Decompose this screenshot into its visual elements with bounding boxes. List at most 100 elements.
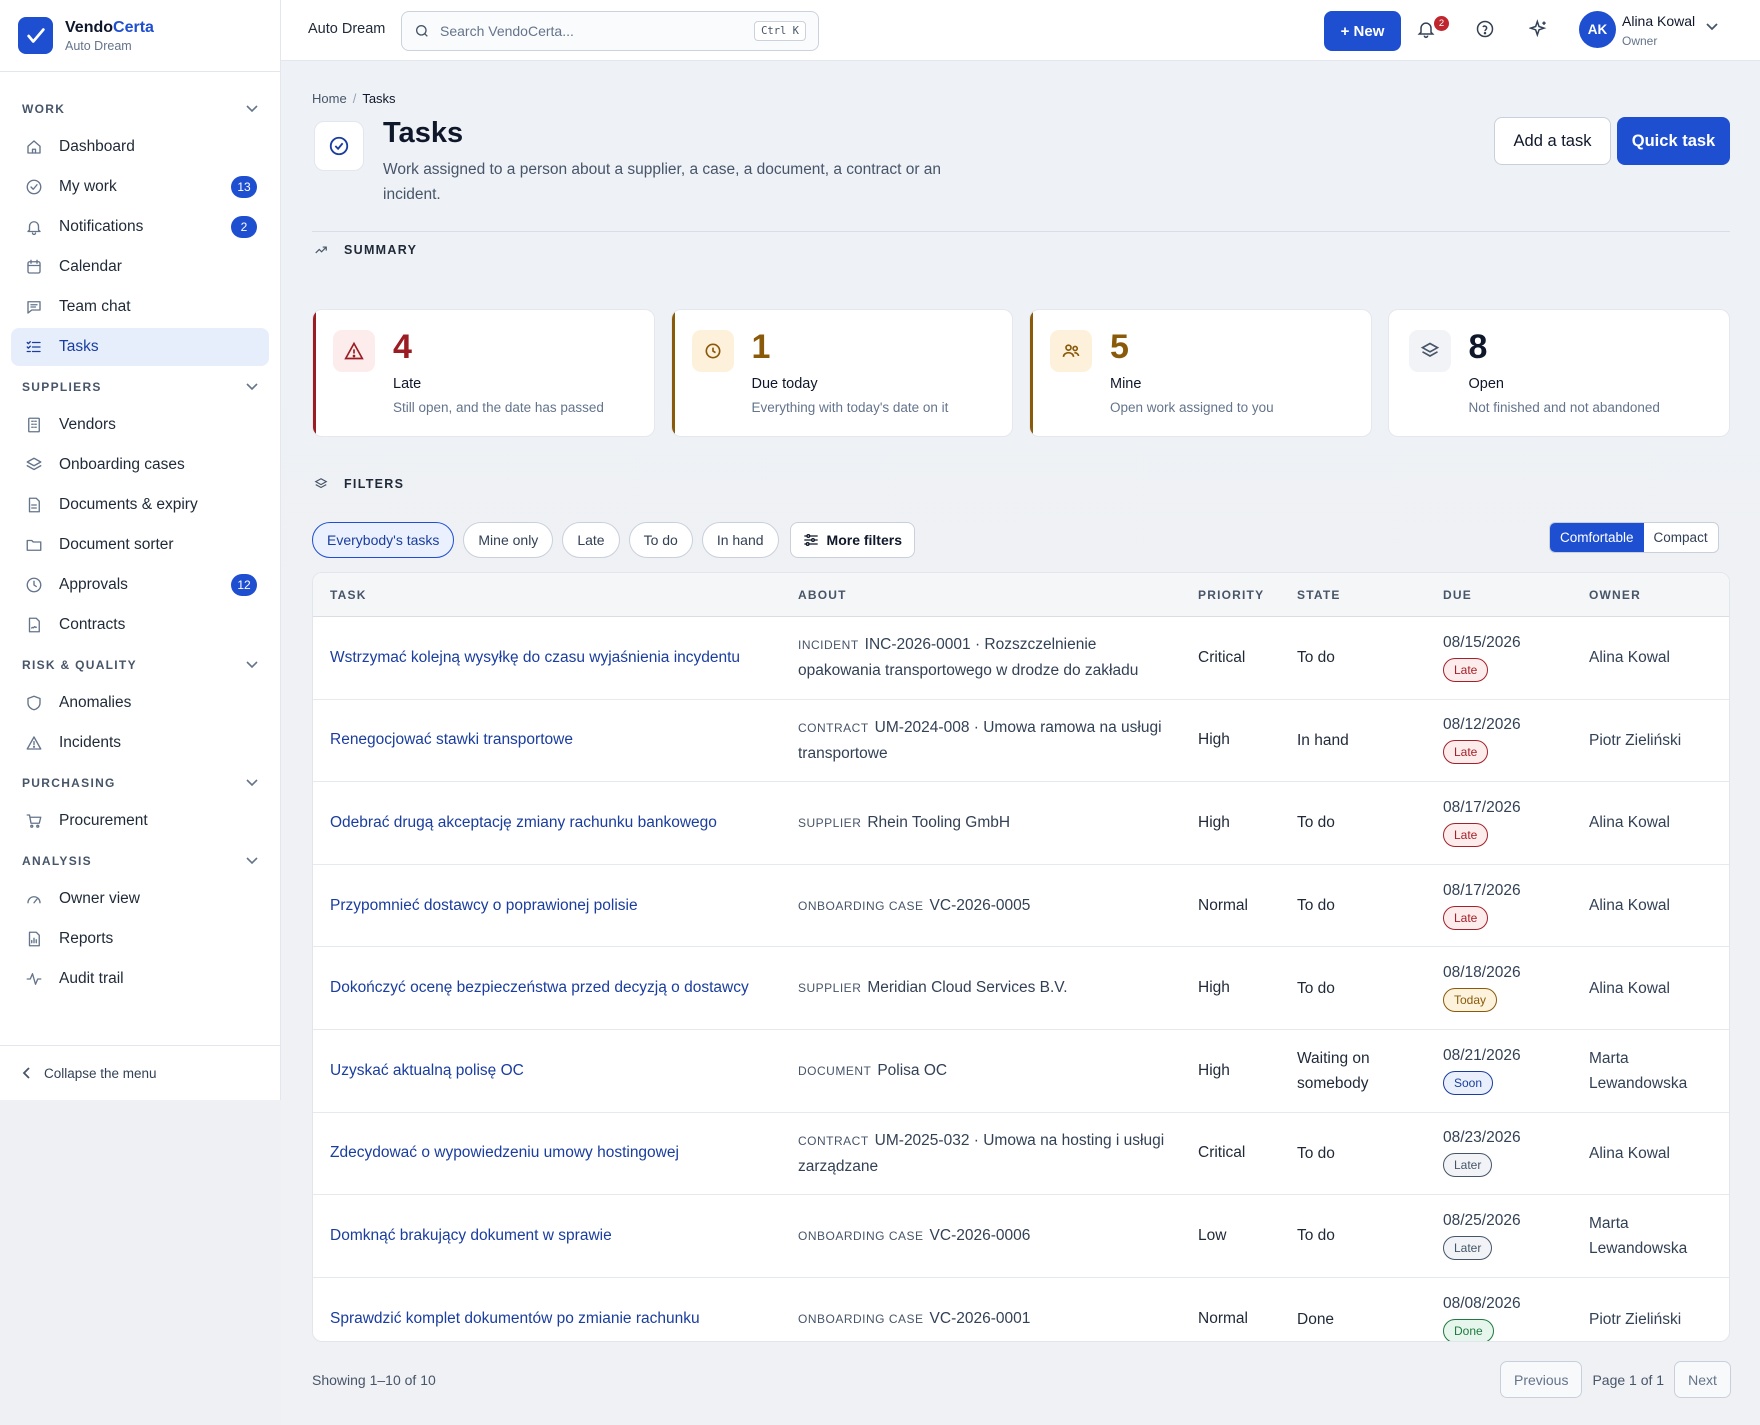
chevron-down-icon[interactable]: [1705, 22, 1719, 32]
sidebar-item-incidents[interactable]: Incidents: [11, 724, 269, 762]
sidebar-item-anomalies[interactable]: Anomalies: [11, 684, 269, 722]
sidebar-item-vendors[interactable]: Vendors: [11, 406, 269, 444]
sidebar-item-onboarding-cases[interactable]: Onboarding cases: [11, 446, 269, 484]
nav-section-suppliers[interactable]: SUPPLIERS: [0, 370, 280, 404]
sidebar-item-my-work[interactable]: My work 13: [11, 168, 269, 206]
due-date: 08/17/2026: [1443, 881, 1521, 899]
sidebar: VendoCerta Auto Dream WORK Dashboard My wo…: [0, 0, 281, 1100]
about-reference[interactable]: Rhein Tooling GmbH: [867, 813, 1011, 831]
workspace-switcher[interactable]: Auto Dream: [308, 21, 386, 37]
sidebar-item-calendar[interactable]: Calendar: [11, 248, 269, 286]
column-header-due[interactable]: DUE: [1443, 588, 1472, 602]
table-row[interactable]: Domknąć brakujący dokument w sprawie ONBO…: [313, 1195, 1729, 1278]
collapse-menu-label: Collapse the menu: [44, 1065, 157, 1081]
summary-card-open[interactable]: 8 Open Not finished and not abandoned: [1387, 309, 1730, 437]
about-reference[interactable]: UM-2024-008 · Umowa ramowa na usługi tra…: [798, 718, 1162, 762]
add-task-button[interactable]: Add a task: [1494, 117, 1611, 165]
help-icon[interactable]: [1475, 19, 1497, 41]
sidebar-item-documents-expiry[interactable]: Documents & expiry: [11, 486, 269, 524]
new-button[interactable]: + New: [1324, 11, 1401, 51]
sidebar-item-dashboard[interactable]: Dashboard: [11, 128, 269, 166]
users-icon: [1050, 330, 1092, 372]
task-link[interactable]: Domknąć brakujący dokument w sprawie: [330, 1226, 612, 1244]
density-compact[interactable]: Compact: [1653, 530, 1708, 545]
card-label: Due today: [751, 376, 818, 392]
table-row[interactable]: Dokończyć ocenę bezpieczeństwa przed dec…: [313, 947, 1729, 1030]
nav-section-work[interactable]: WORK: [0, 92, 280, 126]
bell-icon[interactable]: [1416, 19, 1438, 41]
table-row[interactable]: Wstrzymać kolejną wysyłkę do czasu wyjaś…: [313, 617, 1729, 700]
next-page-button[interactable]: Next: [1674, 1361, 1731, 1398]
nav-section-label: SUPPLIERS: [22, 380, 102, 394]
about-cell: SUPPLIER Meridian Cloud Services B.V.: [798, 975, 1068, 1001]
sidebar-item-label: Approvals: [59, 576, 128, 593]
filter-chip-in-hand[interactable]: In hand: [701, 522, 779, 558]
filter-chip-mine-only[interactable]: Mine only: [463, 522, 554, 558]
breadcrumb-home[interactable]: Home: [312, 91, 347, 106]
about-reference[interactable]: INC-2026-0001 · Rozszczelnienie opakowan…: [798, 636, 1139, 680]
sidebar-item-document-sorter[interactable]: Document sorter: [11, 526, 269, 564]
sidebar-item-reports[interactable]: Reports: [11, 920, 269, 958]
column-header-task[interactable]: TASK: [330, 588, 367, 602]
sidebar-item-label: Team chat: [59, 298, 131, 315]
task-link[interactable]: Wstrzymać kolejną wysyłkę do czasu wyjaś…: [330, 648, 741, 666]
density-comfortable[interactable]: Comfortable: [1550, 523, 1644, 552]
quick-task-button[interactable]: Quick task: [1617, 117, 1730, 165]
task-link[interactable]: Renegocjować stawki transportowe: [330, 731, 573, 749]
sparkle-icon[interactable]: [1529, 19, 1551, 41]
nav-section-analysis[interactable]: ANALYSIS: [0, 844, 280, 878]
page-description: Work assigned to a person about a suppli…: [383, 161, 942, 203]
task-link[interactable]: Zdecydować o wypowiedzeniu umowy hosting…: [330, 1144, 679, 1162]
brand-logo-icon[interactable]: [18, 17, 53, 54]
sidebar-item-contracts[interactable]: Contracts: [11, 606, 269, 644]
priority-value: High: [1198, 1061, 1230, 1079]
table-row[interactable]: Renegocjować stawki transportowe CONTRACT…: [313, 700, 1729, 783]
about-reference[interactable]: Meridian Cloud Services B.V.: [867, 979, 1068, 997]
sidebar-item-tasks[interactable]: Tasks: [11, 328, 269, 366]
task-link[interactable]: Uzyskać aktualną polisę OC: [330, 1061, 524, 1079]
about-reference[interactable]: Polisa OC: [877, 1061, 948, 1079]
column-header-priority[interactable]: PRIORITY: [1198, 588, 1265, 602]
search-input[interactable]: Search VendoCerta... Ctrl K: [401, 11, 819, 51]
sidebar-item-approvals[interactable]: Approvals 12: [11, 566, 269, 604]
due-date: 08/25/2026: [1443, 1211, 1521, 1229]
filter-chip-everybody[interactable]: Everybody's tasks: [312, 522, 455, 558]
avatar[interactable]: AK: [1579, 11, 1616, 48]
task-link[interactable]: Dokończyć ocenę bezpieczeństwa przed dec…: [330, 979, 749, 997]
column-header-owner[interactable]: OWNER: [1589, 588, 1641, 602]
sidebar-item-notifications[interactable]: Notifications 2: [11, 208, 269, 246]
nav-section-risk-quality[interactable]: RISK & QUALITY: [0, 648, 280, 682]
sidebar-item-team-chat[interactable]: Team chat: [11, 288, 269, 326]
nav-section-purchasing[interactable]: PURCHASING: [0, 766, 280, 800]
summary-card-due-today[interactable]: 1 Due today Everything with today's date…: [670, 309, 1013, 437]
table-row[interactable]: Sprawdzić komplet dokumentów po zmianie …: [313, 1278, 1729, 1341]
collapse-menu-button[interactable]: Collapse the menu: [0, 1045, 280, 1100]
table-row[interactable]: Przypomnieć dostawcy o poprawionej polis…: [313, 865, 1729, 948]
about-reference[interactable]: UM-2025-032 · Umowa na hosting i usługi …: [798, 1131, 1165, 1175]
filter-chip-late[interactable]: Late: [562, 522, 620, 558]
more-filters-button[interactable]: More filters: [789, 522, 915, 558]
about-reference[interactable]: VC-2026-0001: [929, 1310, 1031, 1328]
card-accent: [313, 310, 316, 436]
sidebar-item-owner-view[interactable]: Owner view: [11, 880, 269, 918]
sidebar-item-procurement[interactable]: Procurement: [11, 802, 269, 840]
about-reference[interactable]: VC-2026-0006: [929, 1226, 1031, 1244]
previous-page-button[interactable]: Previous: [1500, 1361, 1583, 1398]
summary-card-late[interactable]: 4 Late Still open, and the date has pass…: [312, 309, 655, 437]
summary-card-mine[interactable]: 5 Mine Open work assigned to you: [1029, 309, 1372, 437]
task-link[interactable]: Sprawdzić komplet dokumentów po zmianie …: [330, 1310, 700, 1328]
sidebar-item-label: Document sorter: [59, 536, 174, 553]
sidebar-item-audit-trail[interactable]: Audit trail: [11, 960, 269, 998]
table-row[interactable]: Odebrać drugą akceptację zmiany rachunku…: [313, 782, 1729, 865]
about-reference[interactable]: VC-2026-0005: [929, 896, 1031, 914]
card-hint: Not finished and not abandoned: [1468, 400, 1660, 415]
column-header-state[interactable]: STATE: [1297, 588, 1341, 602]
table-row[interactable]: Uzyskać aktualną polisę OC DOCUMENT Polisa…: [313, 1030, 1729, 1113]
user-name[interactable]: Alina Kowal: [1622, 13, 1696, 29]
filter-chip-to-do[interactable]: To do: [628, 522, 693, 558]
task-link[interactable]: Przypomnieć dostawcy o poprawionej polis…: [330, 896, 638, 914]
state-value: To do: [1297, 814, 1335, 832]
column-header-about[interactable]: ABOUT: [798, 588, 847, 602]
task-link[interactable]: Odebrać drugą akceptację zmiany rachunku…: [330, 813, 717, 831]
table-row[interactable]: Zdecydować o wypowiedzeniu umowy hosting…: [313, 1113, 1729, 1196]
